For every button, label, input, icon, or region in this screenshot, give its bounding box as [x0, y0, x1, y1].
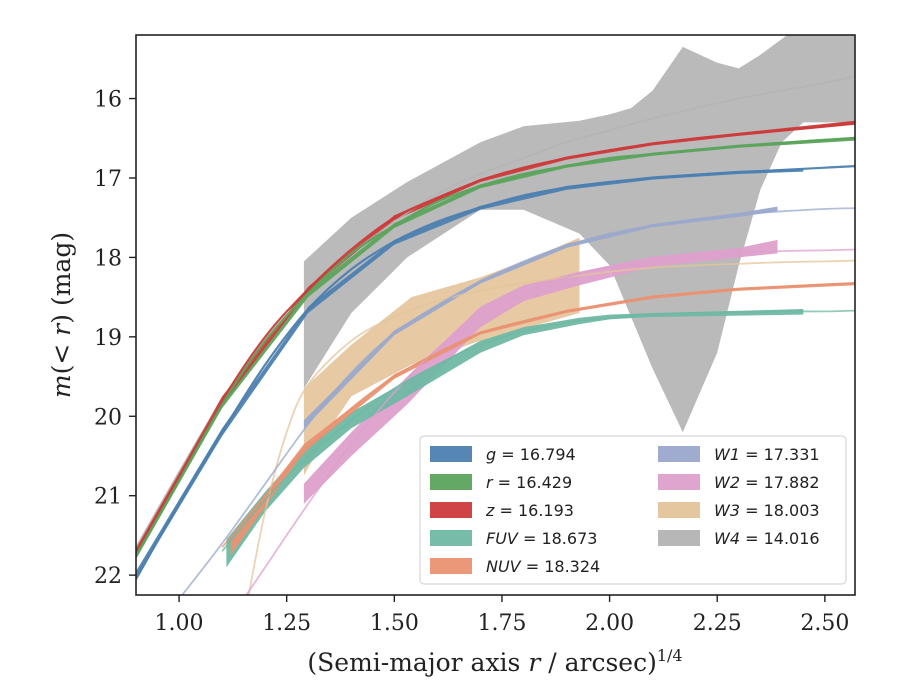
y-tick-label: 17	[94, 167, 122, 192]
model-curve-w2	[245, 248, 855, 595]
y-tick-label: 19	[94, 326, 122, 351]
legend-swatch	[658, 530, 700, 546]
y-tick-label: 21	[94, 485, 122, 510]
x-tick-label: 1.25	[262, 611, 311, 636]
y-tick-label: 20	[94, 405, 122, 430]
legend-item-nuv: NUV = 18.324	[430, 557, 600, 576]
legend-item-fuv: FUV = 18.673	[430, 529, 597, 548]
legend-label: W3 = 18.003	[714, 501, 820, 520]
legend: g = 16.794 r = 16.429 z = 16.193 FUV = 18.6…	[419, 435, 847, 585]
legend-swatch	[430, 530, 472, 546]
legend-label: FUV = 18.673	[486, 529, 597, 548]
legend-item-z: z = 16.193	[430, 501, 574, 520]
legend-item-r: r = 16.429	[430, 473, 572, 492]
legend-label: g = 16.794	[486, 445, 576, 464]
legend-swatch	[430, 446, 472, 462]
y-tick-label: 22	[94, 564, 122, 589]
y-axis-label: m(< r) (mag)	[47, 232, 76, 398]
legend-swatch	[430, 558, 472, 574]
legend-item-g: g = 16.794	[430, 445, 576, 464]
legend-item-w4: W4 = 14.016	[658, 529, 820, 548]
x-axis-label: (Semi-major axis r / arcsec)1/4	[307, 646, 682, 677]
model-curve-g	[136, 165, 855, 580]
x-axis-ticks: 1.00 1.25 1.50 1.75 2.00 2.25 2.50	[155, 595, 849, 636]
legend-swatch	[430, 474, 472, 490]
legend-label: r = 16.429	[486, 473, 572, 492]
model-curve-fuv	[221, 309, 855, 552]
band-w2	[303, 239, 778, 504]
model-curves	[136, 75, 855, 595]
x-tick-label: 2.50	[800, 611, 849, 636]
legend-label: W4 = 14.016	[714, 529, 820, 548]
model-curve-nuv	[221, 282, 855, 548]
legend-swatch	[430, 502, 472, 518]
model-curve-w3	[247, 259, 855, 595]
legend-swatch	[658, 446, 700, 462]
x-tick-label: 1.50	[370, 611, 419, 636]
legend-swatch	[658, 474, 700, 490]
legend-frame	[419, 435, 847, 585]
plot-frame	[135, 34, 856, 596]
x-tick-label: 2.25	[693, 611, 742, 636]
model-curve-r	[136, 137, 855, 556]
model-curve-w1	[181, 207, 855, 595]
legend-label: z = 16.193	[485, 501, 574, 520]
y-tick-label: 18	[94, 246, 122, 271]
x-tick-label: 2.00	[585, 611, 634, 636]
legend-label: NUV = 18.324	[486, 557, 600, 576]
x-tick-label: 1.00	[155, 611, 204, 636]
legend-item-w3: W3 = 18.003	[658, 501, 820, 520]
y-axis-ticks: 16 17 18 19 20 21 22	[94, 88, 136, 589]
legend-swatch	[658, 502, 700, 518]
band-w4	[303, 35, 855, 433]
model-curve-z	[136, 121, 855, 552]
x-tick-label: 1.75	[477, 611, 526, 636]
y-tick-label: 16	[94, 88, 122, 113]
legend-label: W1 = 17.331	[714, 445, 820, 464]
legend-label: W2 = 17.882	[714, 473, 820, 492]
legend-item-w1: W1 = 17.331	[658, 445, 820, 464]
uncertainty-bands	[136, 35, 855, 580]
legend-item-w2: W2 = 17.882	[658, 473, 820, 492]
